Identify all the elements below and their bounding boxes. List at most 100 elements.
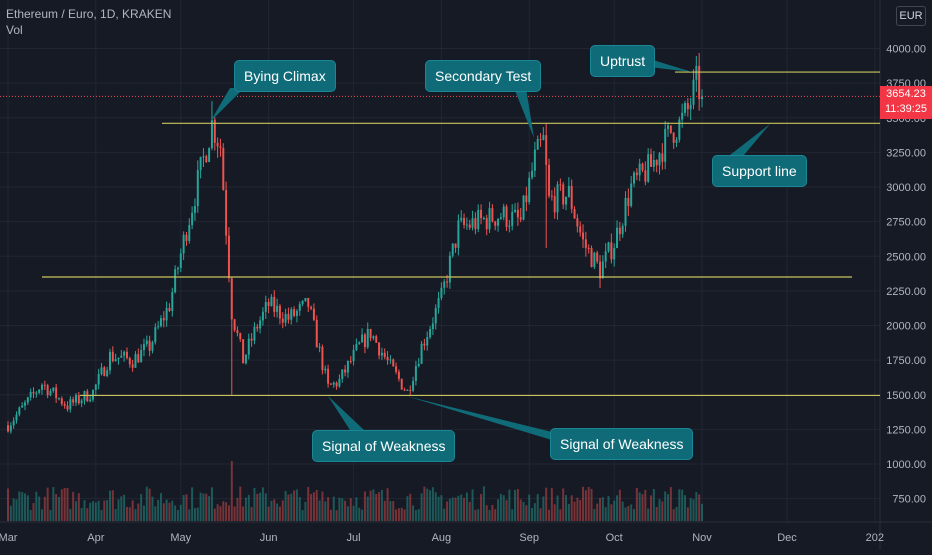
volume-bar [236, 497, 239, 521]
volume-bar [165, 499, 168, 521]
candle-body [661, 153, 664, 162]
volume-bar [259, 492, 262, 521]
volume-bar [497, 499, 500, 521]
volume-bar [576, 497, 579, 521]
volume-bar [125, 506, 128, 521]
callout-signal-of-weakness-1[interactable]: Signal of Weakness [312, 430, 456, 462]
volume-bar [678, 489, 681, 521]
candle-body [43, 384, 46, 386]
candle-body [502, 206, 505, 218]
candle-body [100, 367, 103, 374]
candle-body [77, 395, 80, 404]
candle-body [630, 183, 633, 206]
volume-indicator-label[interactable]: Vol [6, 23, 23, 37]
volume-bar [593, 508, 596, 521]
candle-body [437, 298, 440, 309]
x-tick-label: Nov [692, 532, 712, 544]
candle-body [650, 154, 653, 167]
candle-body [361, 334, 364, 343]
candle-body [533, 149, 536, 171]
candle-body [327, 368, 330, 384]
candle-body [244, 354, 247, 364]
volume-bar [460, 494, 463, 521]
volume-bar [655, 506, 658, 521]
volume-bar [548, 509, 551, 521]
volume-bar [199, 492, 202, 521]
volume-bar [400, 507, 403, 521]
candle-body [80, 400, 83, 404]
volume-bar [553, 504, 556, 521]
candle-body [74, 395, 77, 403]
candle-body [556, 184, 559, 213]
volume-bar [426, 488, 429, 521]
volume-bar [168, 502, 171, 521]
volume-bar [80, 508, 83, 521]
candle-body [227, 235, 230, 279]
candle-body [295, 310, 298, 316]
candle-body [193, 206, 196, 213]
candle-body [128, 357, 131, 365]
volume-bar [406, 496, 409, 521]
volume-bar [701, 503, 703, 521]
callout-secondary-test[interactable]: Secondary Test [425, 60, 542, 92]
volume-bar [247, 494, 250, 521]
volume-bar [86, 508, 89, 521]
candle-body [553, 196, 556, 213]
volume-bar [210, 487, 213, 521]
candle-body [406, 389, 409, 391]
volume-bar [140, 494, 143, 521]
candle-body [386, 356, 389, 361]
candle-body [457, 220, 460, 248]
volume-bar [335, 510, 338, 521]
candle-body [675, 139, 678, 143]
volume-bar [60, 489, 63, 521]
candle-body [514, 209, 517, 212]
candle-body [301, 300, 304, 305]
volume-bar [301, 510, 304, 521]
candle-body [202, 156, 205, 158]
callout-uptrust[interactable]: Uptrust [590, 45, 656, 77]
volume-bar [641, 494, 644, 521]
candle-body [627, 197, 630, 206]
candle-body [312, 308, 315, 320]
candle-body [185, 234, 188, 241]
volume-bar [250, 507, 253, 521]
volume-bar [480, 493, 483, 521]
candle-body [641, 163, 644, 171]
volume-bar [256, 493, 259, 521]
candle-body [474, 218, 477, 230]
candle-body [463, 217, 466, 225]
volume-bar [222, 501, 225, 521]
volume-bar [658, 499, 661, 521]
candle-body [256, 326, 259, 329]
callout-bying-climax[interactable]: Bying Climax [234, 60, 336, 92]
candle-body [681, 112, 684, 120]
y-tick-label: 1500.00 [886, 390, 926, 402]
candle-body [66, 405, 69, 410]
volume-bar [599, 497, 602, 521]
candle-body [488, 208, 491, 230]
y-tick-label: 1000.00 [886, 459, 926, 471]
volume-bar [72, 491, 75, 521]
callout-signal-of-weakness-2[interactable]: Signal of Weakness [550, 428, 694, 460]
volume-bar [205, 493, 208, 521]
callout-support-line[interactable]: Support line [712, 155, 807, 187]
candle-body [12, 420, 15, 426]
candle-body [511, 211, 514, 226]
candle-body [372, 336, 375, 339]
volume-bar [43, 496, 46, 521]
candle-body [205, 156, 208, 163]
candle-body [604, 251, 607, 262]
volume-bar [12, 498, 15, 521]
candle-body [151, 342, 154, 351]
volume-bar [369, 490, 372, 521]
candle-body [658, 153, 661, 166]
volume-bar [686, 507, 689, 521]
volume-bar [154, 506, 157, 521]
candle-body [239, 333, 242, 340]
x-tick-label: Aug [432, 532, 452, 544]
candle-body [332, 382, 335, 385]
currency-badge[interactable]: EUR [896, 6, 926, 26]
